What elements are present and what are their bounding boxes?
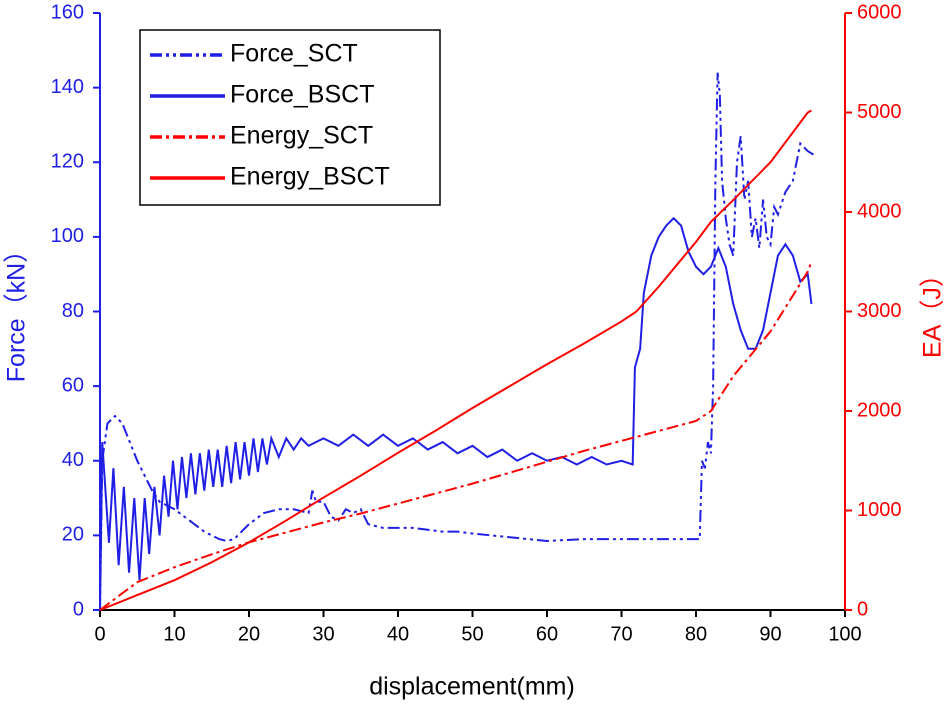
y2-tick-label: 0 — [857, 598, 868, 620]
y-tick-label: 40 — [62, 449, 84, 471]
y-tick-label: 120 — [51, 151, 84, 173]
x-axis-label: displacement(mm) — [369, 673, 575, 701]
y2-axis-label: EA（J） — [919, 262, 947, 358]
y-tick-label: 100 — [51, 225, 84, 247]
y2-tick-label: 6000 — [857, 1, 902, 23]
series-line — [99, 109, 812, 611]
legend-label: Energy_SCT — [230, 122, 373, 150]
y2-tick-label: 5000 — [857, 101, 902, 123]
y-tick-label: 60 — [62, 374, 84, 396]
x-tick-label: 30 — [312, 623, 334, 645]
y-tick-label: 160 — [51, 1, 84, 23]
x-tick-label: 0 — [94, 623, 105, 645]
x-tick-label: 20 — [238, 623, 260, 645]
x-tick-label: 40 — [387, 623, 409, 645]
legend-label: Force_BSCT — [230, 81, 374, 109]
y2-tick-label: 1000 — [857, 499, 902, 521]
y-tick-label: 0 — [73, 598, 84, 620]
series-line — [99, 261, 813, 611]
x-tick-label: 50 — [461, 623, 483, 645]
series-line — [99, 216, 813, 611]
x-tick-label: 100 — [828, 623, 861, 645]
series-line — [99, 72, 815, 611]
legend-label: Energy_BSCT — [230, 163, 390, 191]
y2-tick-label: 4000 — [857, 200, 902, 222]
y-tick-label: 80 — [62, 300, 84, 322]
x-tick-label: 10 — [163, 623, 185, 645]
y2-tick-label: 3000 — [857, 300, 902, 322]
y-axis-label: Force（kN） — [3, 238, 31, 382]
y2-tick-label: 2000 — [857, 399, 902, 421]
x-tick-label: 60 — [536, 623, 558, 645]
y-tick-label: 20 — [62, 524, 84, 546]
x-tick-label: 80 — [685, 623, 707, 645]
y-tick-label: 140 — [51, 76, 84, 98]
legend-box — [139, 29, 441, 206]
x-tick-label: 70 — [610, 623, 632, 645]
x-tick-label: 90 — [759, 623, 781, 645]
legend-label: Force_SCT — [230, 40, 358, 68]
